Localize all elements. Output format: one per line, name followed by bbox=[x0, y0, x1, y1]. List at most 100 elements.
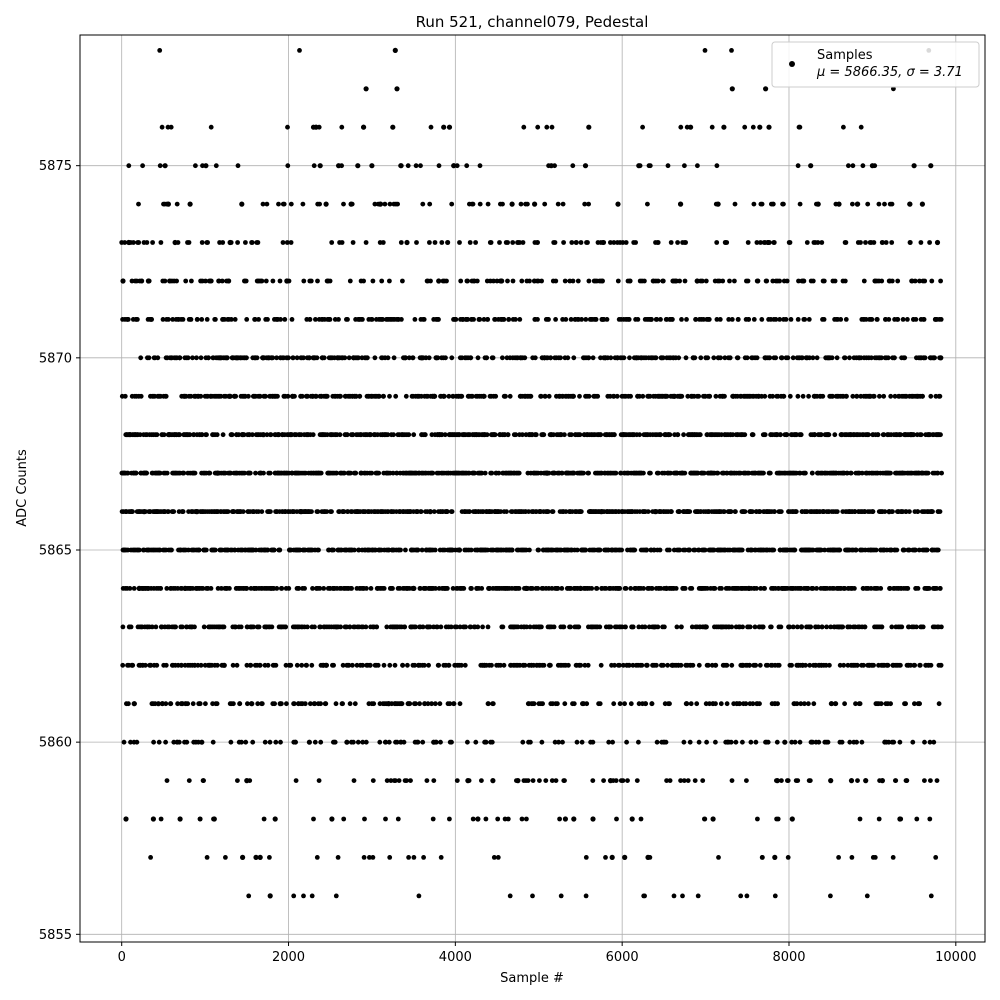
data-point bbox=[340, 662, 346, 668]
data-point bbox=[624, 739, 629, 745]
data-point bbox=[265, 317, 270, 322]
data-point bbox=[535, 586, 541, 591]
data-point bbox=[758, 586, 764, 591]
data-point bbox=[437, 701, 443, 707]
data-point bbox=[229, 432, 235, 438]
data-point bbox=[628, 393, 633, 399]
data-point bbox=[620, 778, 626, 783]
data-point bbox=[291, 893, 297, 899]
data-point bbox=[208, 586, 214, 591]
data-point bbox=[789, 816, 795, 822]
data-point bbox=[473, 739, 479, 745]
data-point bbox=[369, 163, 375, 169]
data-point bbox=[843, 317, 849, 322]
data-point bbox=[584, 701, 590, 707]
data-point bbox=[435, 355, 441, 361]
data-point bbox=[164, 470, 170, 476]
data-point bbox=[465, 278, 470, 284]
data-point bbox=[192, 470, 198, 476]
data-point bbox=[504, 509, 509, 514]
data-point bbox=[649, 586, 655, 591]
data-point bbox=[372, 201, 378, 207]
data-point bbox=[821, 278, 827, 284]
data-point bbox=[220, 432, 226, 438]
data-point bbox=[257, 662, 263, 668]
data-point bbox=[127, 586, 133, 591]
data-point bbox=[506, 317, 512, 322]
data-point bbox=[309, 893, 315, 899]
data-point bbox=[285, 393, 291, 399]
data-point bbox=[625, 778, 630, 783]
data-point bbox=[394, 739, 400, 745]
data-point bbox=[369, 317, 375, 322]
data-point bbox=[840, 624, 846, 630]
data-point bbox=[233, 624, 238, 630]
data-point bbox=[503, 393, 508, 399]
data-point bbox=[386, 739, 392, 745]
data-point bbox=[613, 778, 619, 783]
data-point bbox=[203, 278, 208, 284]
data-point bbox=[173, 624, 179, 630]
data-point bbox=[578, 509, 584, 514]
data-point bbox=[682, 470, 688, 476]
data-point bbox=[568, 586, 574, 591]
data-point bbox=[878, 586, 884, 591]
data-point bbox=[750, 509, 755, 514]
data-point bbox=[714, 240, 720, 245]
data-point bbox=[852, 509, 858, 514]
data-point bbox=[514, 778, 519, 783]
data-point bbox=[317, 586, 323, 591]
data-point bbox=[739, 547, 745, 553]
data-point bbox=[757, 124, 763, 130]
data-point bbox=[546, 163, 551, 169]
data-point bbox=[166, 317, 171, 322]
data-point bbox=[426, 662, 431, 668]
data-point bbox=[800, 393, 806, 399]
data-point bbox=[878, 701, 884, 707]
data-point bbox=[420, 201, 426, 207]
data-point bbox=[490, 355, 496, 361]
data-point bbox=[252, 317, 258, 322]
data-point bbox=[777, 317, 783, 322]
data-point bbox=[356, 547, 362, 553]
data-point bbox=[139, 278, 145, 284]
data-point bbox=[507, 893, 513, 899]
data-point bbox=[400, 662, 406, 668]
data-point bbox=[600, 278, 605, 284]
data-point bbox=[563, 317, 569, 322]
data-point bbox=[357, 393, 363, 399]
data-point bbox=[232, 547, 238, 553]
data-point bbox=[579, 317, 584, 322]
data-point bbox=[551, 432, 556, 438]
data-point bbox=[242, 470, 247, 476]
data-point bbox=[844, 393, 849, 399]
data-point bbox=[750, 432, 756, 438]
data-point bbox=[333, 701, 339, 707]
data-point bbox=[186, 240, 192, 245]
data-point bbox=[682, 547, 688, 553]
data-point bbox=[687, 547, 692, 553]
data-point bbox=[724, 240, 730, 245]
data-point bbox=[395, 201, 400, 207]
data-point bbox=[618, 470, 624, 476]
data-point bbox=[436, 317, 441, 322]
data-point bbox=[128, 624, 134, 630]
data-point bbox=[165, 201, 170, 207]
data-point bbox=[149, 624, 155, 630]
data-point bbox=[216, 278, 222, 284]
data-point bbox=[291, 701, 297, 707]
data-point bbox=[713, 739, 718, 745]
chart-title: Run 521, channel079, Pedestal bbox=[416, 13, 649, 31]
data-point bbox=[656, 470, 661, 476]
data-point bbox=[457, 624, 463, 630]
data-point bbox=[627, 278, 633, 284]
data-point bbox=[198, 393, 204, 399]
data-point bbox=[837, 547, 843, 553]
data-point bbox=[783, 317, 789, 322]
data-point bbox=[556, 739, 561, 745]
data-point bbox=[703, 278, 709, 284]
data-point bbox=[762, 586, 767, 591]
data-point bbox=[586, 201, 591, 207]
data-point bbox=[562, 701, 568, 707]
data-point bbox=[213, 163, 219, 169]
